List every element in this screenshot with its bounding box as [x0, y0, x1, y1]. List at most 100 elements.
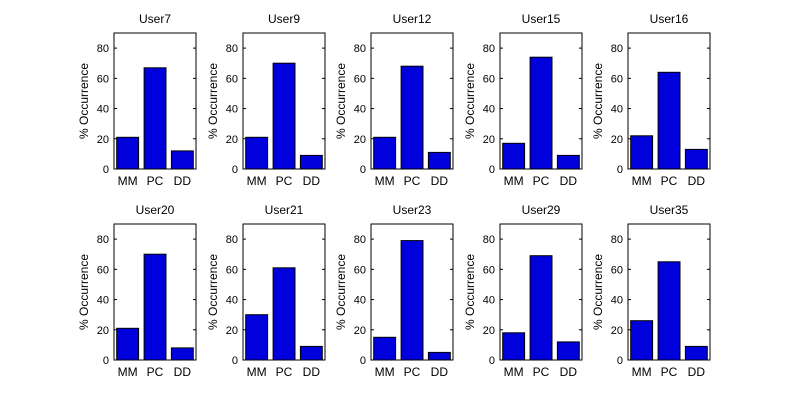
bar-mm [116, 136, 140, 170]
chart-panel-user20: User20 0 20 40 60 80 MM PC DD % Occurrence [77, 203, 197, 379]
y-tick-label: 40 [483, 295, 495, 307]
y-tick-label: 0 [232, 164, 238, 176]
y-tick-label: 40 [483, 104, 495, 116]
x-tick-label: PC [147, 174, 164, 188]
bar-dd [684, 345, 708, 361]
bar-pc [400, 240, 424, 361]
bar-dd [299, 154, 323, 170]
y-tick-label: 80 [226, 43, 238, 55]
chart-title: User12 [393, 12, 432, 26]
x-tick-label: DD [431, 365, 449, 379]
chart-panel-user9: User9 0 20 40 60 80 MM PC DD % Occurrence [206, 12, 326, 188]
y-tick-label: 60 [97, 73, 109, 85]
y-tick-label: 40 [226, 295, 238, 307]
x-tick-label: DD [431, 174, 449, 188]
chart-panel-user16: User16 0 20 40 60 80 MM PC DD % Occurrence [591, 12, 711, 188]
y-tick-label: 0 [489, 164, 495, 176]
bar-pc [272, 62, 296, 170]
y-tick-label: 80 [97, 43, 109, 55]
y-tick-label: 80 [226, 234, 238, 246]
y-tick-label: 80 [611, 234, 623, 246]
chart-panel-user23: User23 0 20 40 60 80 MM PC DD % Occurrence [334, 203, 454, 379]
y-tick-label: 20 [483, 134, 495, 146]
bar-mm [245, 136, 269, 170]
x-tick-label: PC [533, 174, 550, 188]
x-tick-label: DD [560, 174, 578, 188]
y-tick-label: 0 [617, 164, 623, 176]
y-axis-label: % Occurrence [206, 63, 220, 139]
y-tick-label: 40 [611, 104, 623, 116]
y-tick-label: 20 [611, 134, 623, 146]
bar-pc [657, 261, 681, 361]
x-tick-label: MM [504, 174, 524, 188]
bar-mm [245, 314, 269, 361]
chart-panel-user7: User7 0 20 40 60 80 MM PC DD % Occurrence [77, 12, 197, 188]
y-tick-label: 80 [97, 234, 109, 246]
y-tick-label: 0 [489, 355, 495, 367]
x-tick-label: PC [661, 365, 678, 379]
y-axis-label: % Occurrence [206, 254, 220, 330]
bar-pc [529, 255, 553, 361]
x-tick-label: PC [404, 365, 421, 379]
y-tick-label: 20 [611, 325, 623, 337]
y-tick-label: 0 [360, 164, 366, 176]
x-tick-label: PC [404, 174, 421, 188]
y-tick-label: 20 [483, 325, 495, 337]
x-tick-label: PC [276, 174, 293, 188]
chart-title: User9 [268, 12, 300, 26]
y-tick-label: 0 [360, 355, 366, 367]
y-tick-label: 0 [617, 355, 623, 367]
bar-dd [170, 347, 194, 361]
y-axis-label: % Occurrence [463, 254, 477, 330]
x-tick-label: PC [533, 365, 550, 379]
bar-mm [502, 142, 526, 170]
chart-panel-user21: User21 0 20 40 60 80 MM PC DD % Occurrence [206, 203, 326, 379]
bar-pc [657, 71, 681, 170]
y-tick-label: 60 [483, 73, 495, 85]
axes-box [499, 223, 583, 361]
x-tick-label: PC [276, 365, 293, 379]
bar-mm [630, 320, 654, 361]
chart-title: User29 [522, 203, 561, 217]
axes-box [113, 223, 197, 361]
y-tick-label: 40 [226, 104, 238, 116]
x-tick-label: DD [560, 365, 578, 379]
chart-title: User16 [650, 12, 689, 26]
x-tick-label: MM [375, 365, 395, 379]
y-tick-label: 40 [354, 104, 366, 116]
bar-pc [272, 267, 296, 361]
chart-title: User21 [265, 203, 304, 217]
y-tick-label: 60 [354, 264, 366, 276]
bar-pc [400, 65, 424, 170]
x-tick-label: DD [174, 365, 192, 379]
y-tick-label: 60 [226, 264, 238, 276]
x-tick-label: MM [632, 365, 652, 379]
bar-mm [373, 136, 397, 170]
bar-mm [116, 327, 140, 361]
bar-mm [630, 135, 654, 170]
y-axis-label: % Occurrence [334, 63, 348, 139]
y-tick-label: 60 [483, 264, 495, 276]
x-tick-label: MM [504, 365, 524, 379]
axes-box [499, 32, 583, 170]
y-tick-label: 60 [354, 73, 366, 85]
y-tick-label: 0 [103, 355, 109, 367]
y-tick-label: 20 [97, 134, 109, 146]
y-tick-label: 40 [97, 104, 109, 116]
chart-title: User23 [393, 203, 432, 217]
y-tick-label: 20 [226, 325, 238, 337]
x-tick-label: PC [661, 174, 678, 188]
axes-box [242, 223, 326, 361]
x-tick-label: DD [303, 174, 321, 188]
y-tick-label: 20 [97, 325, 109, 337]
y-tick-label: 80 [354, 43, 366, 55]
y-tick-label: 60 [611, 73, 623, 85]
y-axis-label: % Occurrence [463, 63, 477, 139]
y-tick-label: 80 [354, 234, 366, 246]
y-tick-label: 80 [611, 43, 623, 55]
y-tick-label: 60 [97, 264, 109, 276]
bar-pc [529, 56, 553, 170]
x-tick-label: MM [118, 174, 138, 188]
x-tick-label: MM [247, 174, 267, 188]
